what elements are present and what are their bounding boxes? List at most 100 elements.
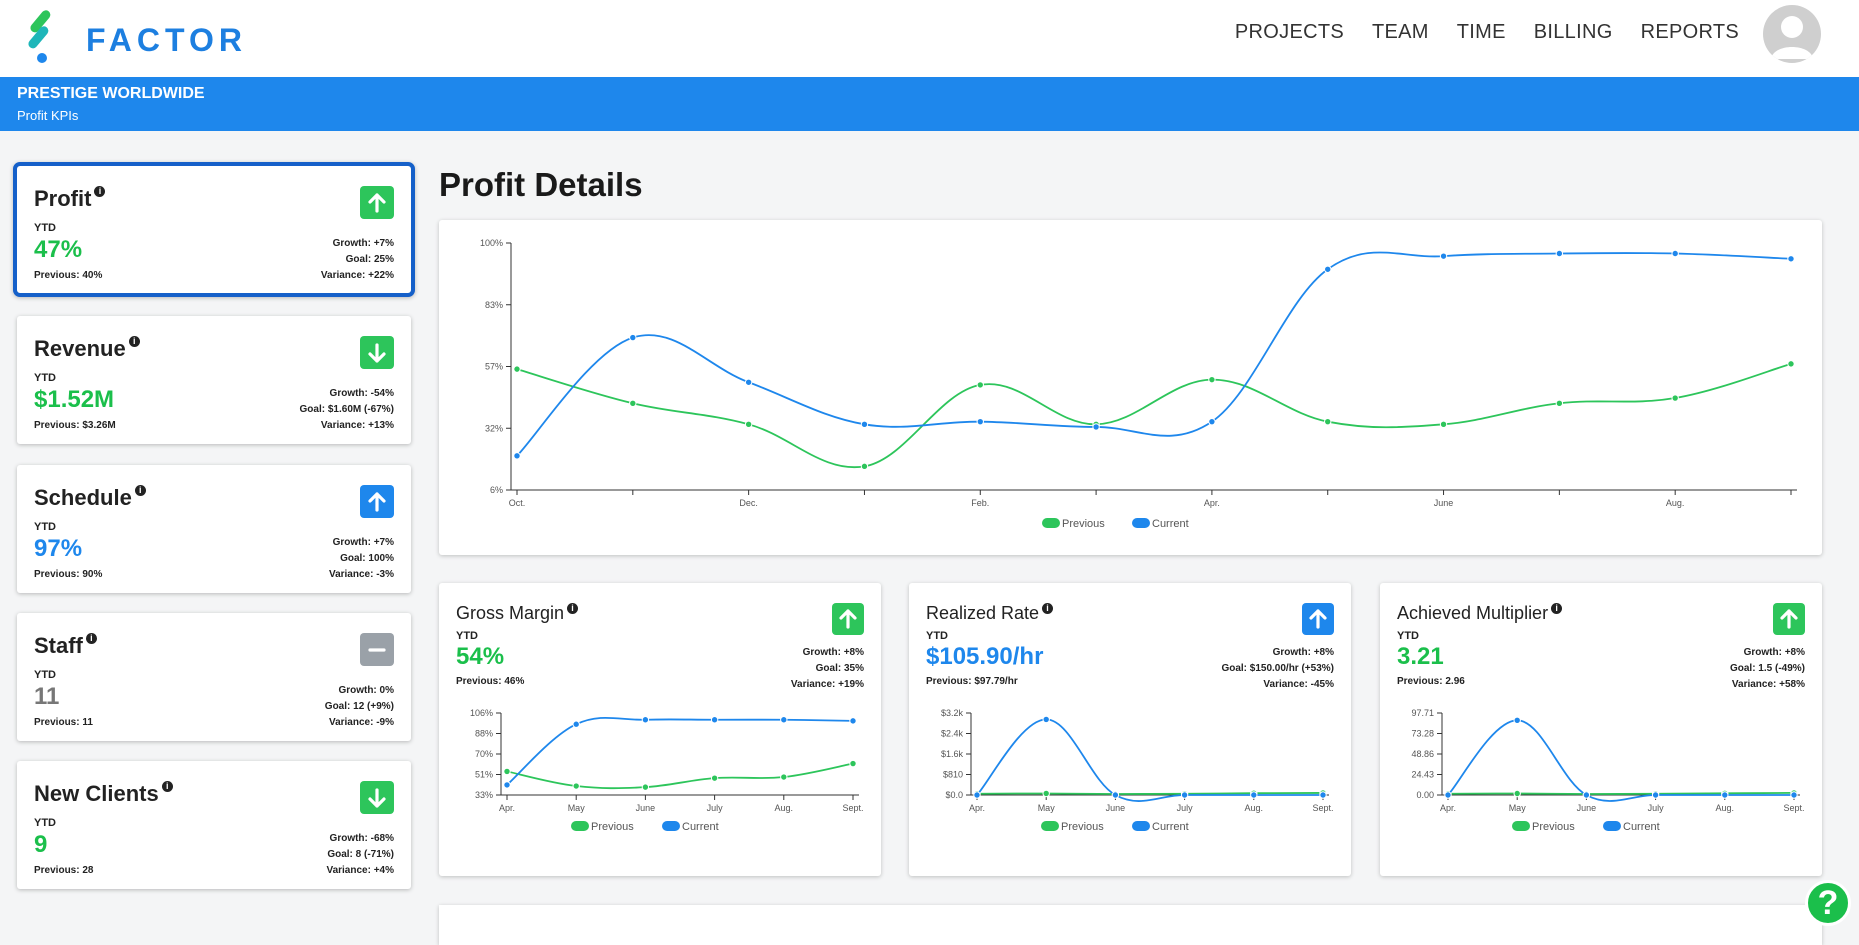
arrow-down-icon[interactable] <box>360 781 394 814</box>
mini-kpi-value: 54% <box>456 643 505 670</box>
data-point-previous[interactable] <box>849 759 857 768</box>
x-tick-label: Sept. <box>1783 803 1804 813</box>
nav-billing[interactable]: BILLING <box>1533 21 1613 43</box>
data-point-previous[interactable] <box>976 381 984 389</box>
data-point-current[interactable] <box>1042 715 1050 724</box>
data-point-current[interactable] <box>1111 791 1120 799</box>
data-point-current[interactable] <box>744 378 753 386</box>
nav-time[interactable]: TIME <box>1456 21 1506 43</box>
data-point-current[interactable] <box>1324 265 1332 273</box>
info-icon[interactable]: i <box>1042 603 1054 614</box>
kpi-period: YTD <box>34 521 56 533</box>
data-point-current[interactable] <box>1513 716 1521 725</box>
mini-kpi-stats: Growth: +8% Goal: 35% Variance: +19% <box>791 645 864 693</box>
mini-kpi-name: Achieved Multiplier i <box>1397 603 1563 624</box>
data-point-previous[interactable] <box>1208 375 1216 384</box>
legend-label-previous: Previous <box>1532 821 1575 833</box>
minus-icon[interactable] <box>360 633 394 666</box>
data-point-previous[interactable] <box>1513 789 1521 798</box>
data-point-current[interactable] <box>976 417 984 426</box>
data-point-current[interactable] <box>641 716 650 724</box>
data-point-current[interactable] <box>503 781 511 789</box>
data-point-previous[interactable] <box>513 365 521 373</box>
data-point-current[interactable] <box>1092 423 1100 431</box>
y-tick-label: $2.4k <box>941 729 964 739</box>
info-icon[interactable]: i <box>94 186 106 197</box>
data-point-previous[interactable] <box>710 774 719 782</box>
data-point-previous[interactable] <box>641 783 650 791</box>
data-point-current[interactable] <box>780 716 788 724</box>
help-button[interactable]: ? <box>1805 880 1851 926</box>
nav-projects[interactable]: PROJECTS <box>1234 21 1345 43</box>
data-point-current[interactable] <box>1790 791 1798 799</box>
data-point-previous[interactable] <box>1439 420 1448 429</box>
data-point-previous[interactable] <box>503 767 511 776</box>
info-icon[interactable]: i <box>161 781 173 792</box>
data-point-current[interactable] <box>1555 249 1564 258</box>
data-point-previous[interactable] <box>1555 399 1564 407</box>
data-point-current[interactable] <box>1787 255 1795 263</box>
data-point-previous[interactable] <box>1042 789 1050 798</box>
x-tick-label: Aug. <box>775 803 794 813</box>
data-point-current[interactable] <box>629 333 637 342</box>
data-point-current[interactable] <box>860 420 869 429</box>
data-point-previous[interactable] <box>1324 417 1332 426</box>
achieved-multiplier-card[interactable]: Achieved Multiplier i YTD 3.21 Previous: … <box>1380 583 1822 876</box>
kpi-growth: Growth: -68% <box>329 833 394 844</box>
data-point-previous[interactable] <box>629 399 637 407</box>
data-point-previous[interactable] <box>860 462 869 471</box>
data-point-current[interactable] <box>973 791 981 799</box>
data-point-current[interactable] <box>710 716 719 724</box>
arrow-down-icon[interactable] <box>360 336 394 369</box>
data-point-current[interactable] <box>572 720 580 728</box>
realized-rate-card[interactable]: Realized Rate i YTD $105.90/hr Previous: … <box>909 583 1351 876</box>
info-icon[interactable]: i <box>1551 603 1563 614</box>
gross-margin-card[interactable]: Gross Margin i YTD 54% Previous: 46% Grow… <box>439 583 881 876</box>
kpi-card-2[interactable]: Schedule i YTD 97% Previous: 90% Growth: … <box>17 465 411 593</box>
data-point-previous[interactable] <box>1671 394 1679 402</box>
data-point-current[interactable] <box>1582 791 1591 799</box>
data-point-current[interactable] <box>1651 791 1660 799</box>
kpi-card-1[interactable]: Revenue i YTD $1.52M Previous: $3.26M Gro… <box>17 316 411 444</box>
data-point-current[interactable] <box>1721 791 1729 799</box>
info-icon[interactable]: i <box>128 336 140 347</box>
kpi-variance: Variance: +13% <box>320 420 394 431</box>
kpi-card-4[interactable]: New Clients i YTD 9 Previous: 28 Growth: … <box>17 761 411 889</box>
kpi-stats: Growth: +7% Goal: 25% Variance: +22% <box>321 236 394 284</box>
arrow-up-icon[interactable] <box>832 603 864 635</box>
data-point-previous[interactable] <box>780 773 788 781</box>
data-point-previous[interactable] <box>572 782 580 790</box>
data-point-current[interactable] <box>1208 417 1216 426</box>
data-point-current[interactable] <box>1180 791 1189 799</box>
arrow-up-icon[interactable] <box>360 186 394 219</box>
arrow-up-icon[interactable] <box>1302 603 1334 635</box>
mini-kpi-variance: Variance: +19% <box>790 679 864 690</box>
nav-team[interactable]: TEAM <box>1372 21 1429 43</box>
data-point-current[interactable] <box>1444 791 1452 799</box>
info-icon[interactable]: i <box>85 633 97 644</box>
mini-kpi-stats: Growth: +8% Goal: 1.5 (-49%) Variance: +… <box>1730 645 1805 693</box>
info-icon[interactable]: i <box>567 603 579 614</box>
y-tick-label: $0.0 <box>945 790 963 800</box>
data-point-current[interactable] <box>1439 252 1448 260</box>
data-point-previous[interactable] <box>744 420 753 429</box>
kpi-stats: Growth: -54% Goal: $1.60M (-67%) Varianc… <box>300 386 394 434</box>
kpi-card-0[interactable]: Profit i YTD 47% Previous: 40% Growth: +7… <box>13 162 415 297</box>
arrow-up-icon[interactable] <box>360 485 394 518</box>
data-point-current[interactable] <box>849 717 857 725</box>
nav-reports[interactable]: REPORTS <box>1640 21 1739 43</box>
factor-logo[interactable]: FACTOR <box>18 8 242 64</box>
mini-kpi-stats: Growth: +8% Goal: $150.00/hr (+53%) Vari… <box>1221 645 1334 693</box>
data-point-current[interactable] <box>1250 791 1258 799</box>
data-point-current[interactable] <box>1319 791 1327 799</box>
arrow-up-icon[interactable] <box>1773 603 1805 635</box>
kpi-card-3[interactable]: Staff i YTD 11 Previous: 11 Growth: 0% Go… <box>17 613 411 741</box>
info-icon[interactable]: i <box>134 485 146 496</box>
data-point-current[interactable] <box>513 452 521 460</box>
mini-kpi-growth: Growth: +8% <box>802 647 864 658</box>
x-tick-label: Aug. <box>1716 803 1735 813</box>
user-avatar[interactable] <box>1763 5 1821 63</box>
data-point-previous[interactable] <box>1787 360 1795 368</box>
mini-kpi-previous: Previous: 46% <box>456 676 525 687</box>
data-point-current[interactable] <box>1671 249 1679 258</box>
